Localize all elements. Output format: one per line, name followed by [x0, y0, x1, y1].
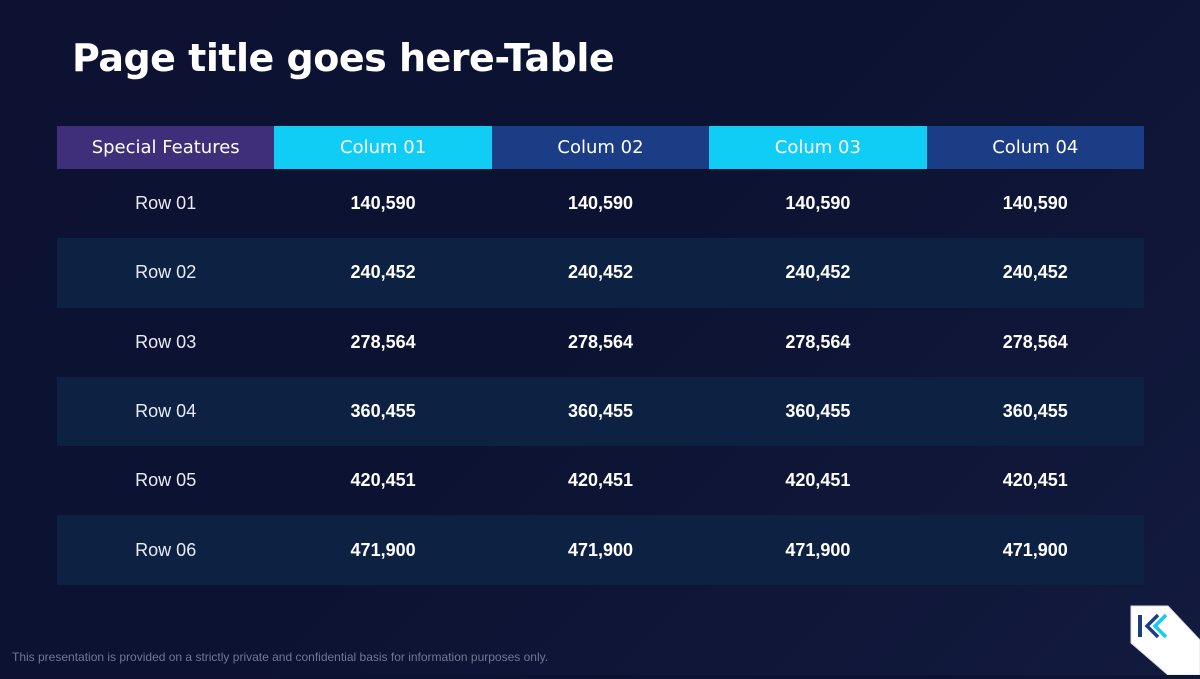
table-cell: 471,900 — [709, 515, 927, 585]
row-label: Row 01 — [135, 193, 197, 214]
table-cell: 240,452 — [274, 238, 492, 308]
table-row: Row 06 471,900 471,900 471,900 471,900 — [57, 515, 1144, 585]
table-cell: 240,452 — [709, 238, 927, 308]
table-cell: 360,455 — [926, 376, 1144, 447]
data-table: Special Features Colum 01 Colum 02 Colum… — [57, 126, 1144, 585]
table-cell: 420,451 — [567, 470, 634, 491]
page-title: Page title goes here-Table — [72, 36, 615, 80]
table-cell: 471,900 — [926, 515, 1144, 585]
table-cell: 360,455 — [709, 376, 927, 447]
row-label: Row 06 — [57, 515, 275, 585]
header-colum-03: Colum 03 — [709, 126, 927, 169]
table-cell: 471,900 — [491, 515, 710, 585]
header-colum-04: Colum 04 — [926, 126, 1144, 169]
row-label: Row 03 — [135, 331, 197, 352]
row-label: Row 04 — [57, 376, 275, 447]
row-label: Row 02 — [57, 238, 275, 308]
brand-logo — [1130, 603, 1200, 676]
table-cell: 240,452 — [926, 238, 1144, 308]
table-cell: 360,455 — [274, 376, 492, 447]
row-label: Row 05 — [135, 470, 197, 491]
table-cell: 471,900 — [274, 515, 492, 585]
table-cell: 240,452 — [491, 238, 710, 308]
table-cell: 278,564 — [785, 331, 851, 352]
header-colum-01: Colum 01 — [274, 126, 492, 169]
table-row: Row 01 140,590 140,590 140,590 140,590 — [57, 169, 1144, 238]
table-cell: 360,455 — [491, 376, 710, 447]
table-cell: 140,590 — [1002, 193, 1068, 214]
table-cell: 420,451 — [1002, 470, 1068, 491]
table-cell: 278,564 — [1002, 331, 1068, 352]
table-cell: 420,451 — [350, 470, 416, 491]
table-header-row: Special Features Colum 01 Colum 02 Colum… — [57, 126, 1144, 169]
table-cell: 140,590 — [350, 193, 416, 214]
table-cell: 278,564 — [350, 331, 416, 352]
table-row: Row 03 278,564 278,564 278,564 278,564 — [57, 308, 1144, 377]
k-logo-icon — [1130, 605, 1200, 676]
header-special-features: Special Features — [57, 126, 275, 169]
table-row: Row 02 240,452 240,452 240,452 240,452 — [57, 238, 1144, 308]
table-cell: 140,590 — [785, 193, 851, 214]
header-colum-02: Colum 02 — [491, 126, 710, 169]
table-row: Row 04 360,455 360,455 360,455 360,455 — [57, 376, 1144, 447]
table-cell: 278,564 — [567, 331, 634, 352]
table-cell: 140,590 — [567, 193, 634, 214]
table-cell: 420,451 — [785, 470, 851, 491]
confidentiality-note: This presentation is provided on a stric… — [12, 650, 549, 664]
table-row: Row 05 420,451 420,451 420,451 420,451 — [57, 446, 1144, 515]
